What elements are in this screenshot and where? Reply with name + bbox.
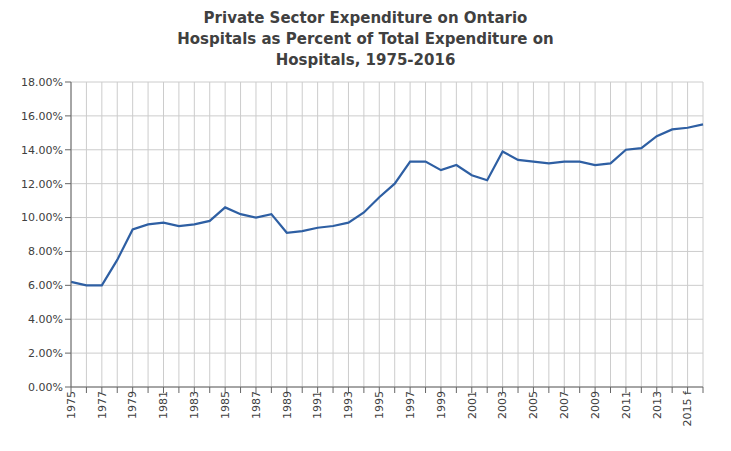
- svg-text:10.00%: 10.00%: [21, 211, 63, 224]
- html-text:Private Sector Expenditure on: Private Sector Expenditure on Ontario: [203, 9, 528, 27]
- svg-text:16.00%: 16.00%: [21, 110, 63, 123]
- svg-text:1999: 1999: [435, 391, 448, 419]
- svg-text:1993: 1993: [342, 391, 355, 419]
- svg-text:4.00%: 4.00%: [28, 313, 63, 326]
- html-text:Hospitals, 1975-2016: Hospitals, 1975-2016: [275, 51, 456, 69]
- svg-text:1989: 1989: [281, 391, 294, 419]
- svg-text:1981: 1981: [157, 391, 170, 419]
- svg-text:2001: 2001: [466, 391, 479, 419]
- svg-text:2003: 2003: [496, 391, 509, 419]
- svg-text:1987: 1987: [250, 391, 263, 419]
- svg-text:8.00%: 8.00%: [28, 245, 63, 258]
- svg-text:1991: 1991: [311, 391, 324, 419]
- svg-text:1983: 1983: [188, 391, 201, 419]
- svg-text:18.00%: 18.00%: [21, 76, 63, 89]
- svg-text:2007: 2007: [558, 391, 571, 419]
- svg-text:2015 f: 2015 f: [681, 390, 694, 426]
- html-text:Hospitals as Percent of Total: Hospitals as Percent of Total Expenditur…: [177, 30, 554, 48]
- svg-text:2011: 2011: [620, 391, 633, 419]
- svg-text:6.00%: 6.00%: [28, 279, 63, 292]
- svg-text:12.00%: 12.00%: [21, 178, 63, 191]
- svg-text:2.00%: 2.00%: [28, 347, 63, 360]
- svg-text:2005: 2005: [527, 391, 540, 419]
- svg-text:1975: 1975: [65, 391, 78, 419]
- svg-text:0.00%: 0.00%: [28, 381, 63, 394]
- svg-text:1977: 1977: [96, 391, 109, 419]
- svg-text:2013: 2013: [651, 391, 664, 419]
- svg-text:14.00%: 14.00%: [21, 144, 63, 157]
- svg-text:2009: 2009: [589, 391, 602, 419]
- svg-text:1997: 1997: [404, 391, 417, 419]
- svg-text:1979: 1979: [126, 391, 139, 419]
- svg-text:1985: 1985: [219, 391, 232, 419]
- svg-text:1995: 1995: [373, 391, 386, 419]
